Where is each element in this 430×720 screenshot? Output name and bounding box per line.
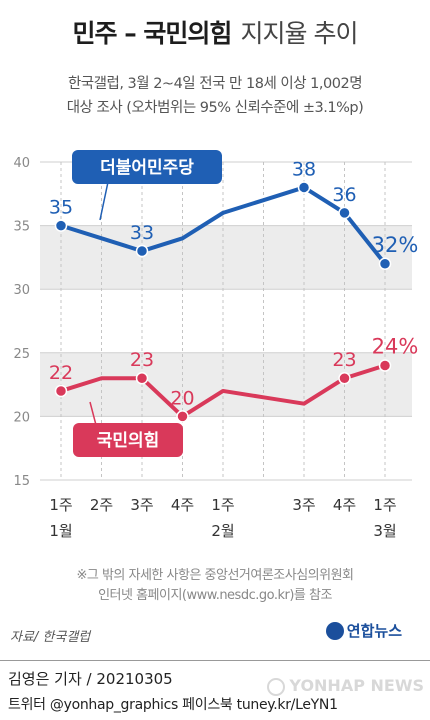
- x-tick-label: 1주: [373, 496, 396, 514]
- data-label: 23: [332, 349, 356, 371]
- footnote-line-2: 인터넷 홈페이지(www.nesdc.go.kr)를 참조: [98, 588, 332, 603]
- watermark-icon: [267, 677, 286, 696]
- data-point: [297, 181, 311, 194]
- legend-leader: [99, 181, 109, 221]
- x-tick-label: 1주: [211, 496, 234, 514]
- brand-logo-icon: [325, 621, 344, 640]
- data-point: [378, 359, 392, 372]
- title-main: 민주 – 국민의힘: [72, 19, 233, 48]
- data-point: [135, 371, 149, 385]
- y-tick-label: 35: [13, 220, 30, 235]
- data-label: 24%: [372, 335, 419, 359]
- x-tick-label: 1주: [49, 496, 72, 514]
- footnote: ※그 밖의 자세한 사항은 중앙선거여론조사심의위원회 인터넷 홈페이지(www…: [0, 566, 430, 606]
- series-line: [59, 363, 387, 419]
- y-tick-label: 25: [13, 347, 30, 362]
- chart-title: 민주 – 국민의힘 지지율 추이: [0, 14, 430, 50]
- y-tick-label: 40: [13, 156, 30, 171]
- watermark-text: YONHAP NEWS: [289, 676, 424, 695]
- data-point: [338, 371, 351, 385]
- footnote-line-1: ※그 밖의 자세한 사항은 중앙선거여론조사심의위원회: [76, 568, 354, 583]
- legend-leader: [89, 401, 97, 426]
- data-label: 20: [170, 387, 194, 409]
- data-label: 36: [332, 184, 356, 206]
- byline: 김영은 기자 / 20210305: [8, 670, 173, 688]
- x-month-label: 2월: [211, 522, 234, 540]
- line-chart: 15 20 25 30 35 40 1주 1월 2주 3주 4주 1주 2월 3주 4주 1주 3월 35 33 38…: [13, 150, 419, 540]
- brand-name: 연합뉴스: [346, 622, 402, 640]
- legend-box: [73, 423, 183, 457]
- x-tick-label: 4주: [333, 496, 356, 514]
- x-month-label: 3월: [373, 522, 396, 540]
- watermark: YONHAP NEWS: [267, 676, 424, 696]
- data-label: 22: [49, 362, 73, 384]
- x-tick-label: 3주: [292, 496, 315, 514]
- survey-line-2: 대상 조사 (오차범위는 95% 신뢰수준에 ±3.1%p): [66, 100, 364, 116]
- legend-label: 더불어민주당: [100, 158, 194, 178]
- y-tick-label: 30: [13, 283, 30, 298]
- social-links: 트위터 @yonhap_graphics 페이스북 tuney.kr/LeYN1: [8, 697, 338, 713]
- data-point: [54, 219, 68, 232]
- brand-logo: 연합뉴스: [325, 620, 402, 641]
- data-label: 23: [130, 349, 154, 371]
- data-point: [135, 244, 149, 258]
- data-point: [176, 410, 189, 423]
- survey-line-1: 한국갤럽, 3월 2~4일 전국 만 18세 이상 1,002명: [67, 76, 363, 92]
- data-point: [338, 206, 351, 220]
- data-label: 38: [292, 158, 316, 180]
- y-tick-label: 20: [13, 410, 30, 425]
- divider: [0, 660, 430, 661]
- x-tick-label: 2주: [90, 496, 113, 514]
- y-tick-label: 15: [13, 474, 30, 489]
- x-month-label: 1월: [49, 522, 72, 540]
- source-credit: 자료/ 한국갤럽: [10, 630, 91, 645]
- x-tick-label: 4주: [171, 496, 194, 514]
- data-label: 32%: [372, 233, 419, 257]
- legend-label: 국민의힘: [97, 430, 160, 451]
- data-label: 33: [130, 222, 154, 244]
- survey-info: 한국갤럽, 3월 2~4일 전국 만 18세 이상 1,002명 대상 조사 (…: [0, 72, 430, 120]
- data-point: [54, 384, 68, 398]
- title-sub: 지지율 추이: [240, 19, 359, 48]
- series-line: [59, 185, 387, 266]
- legend-box: [72, 150, 222, 184]
- x-tick-label: 3주: [130, 496, 153, 514]
- data-label: 35: [49, 197, 73, 219]
- data-point: [378, 257, 392, 271]
